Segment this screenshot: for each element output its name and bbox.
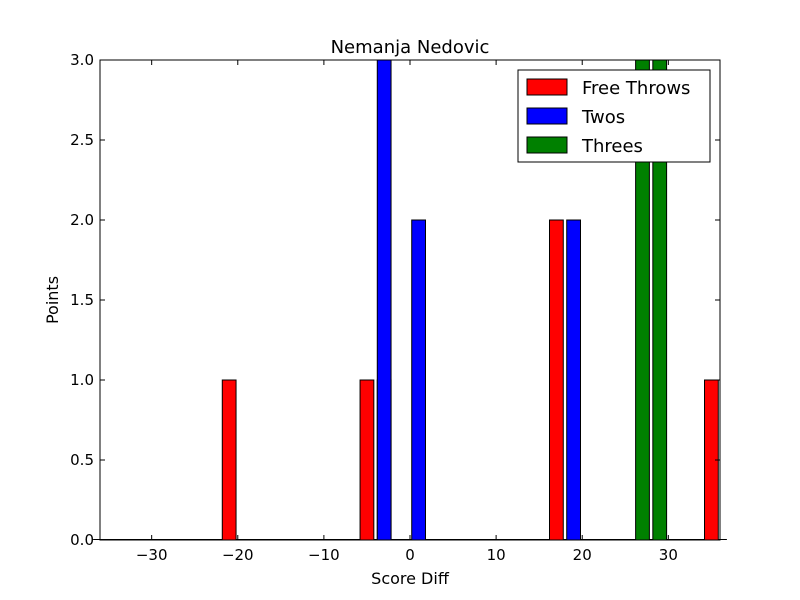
chart-title: Nemanja Nedovic [331,37,490,58]
y-tick-label: 2.0 [70,211,94,229]
x-tick-label: 30 [659,546,678,564]
y-tick-label: 0.0 [70,531,94,549]
x-axis-ticks: −30 −20 −10 0 10 20 30 [136,60,678,564]
y-tick-label: 0.5 [70,451,94,469]
legend-entry-label: Twos [581,107,625,128]
legend-swatch [526,78,568,96]
x-tick-label: −20 [222,546,254,564]
y-tick-label: 2.5 [70,131,94,149]
x-tick-label: 0 [405,546,415,564]
legend-entry-label: Free Throws [582,78,690,99]
legend-entry-label: Threes [581,136,643,157]
bars-layer [221,59,719,541]
bar-free-throws [549,219,564,541]
legend-swatch [526,107,568,125]
y-tick-label: 1.0 [70,371,94,389]
bar-twos [411,219,427,541]
bar-twos [376,59,392,541]
y-tick-label: 3.0 [70,51,94,69]
legend-swatch [526,136,568,154]
x-tick-label: −10 [308,546,340,564]
x-tick-label: 10 [487,546,506,564]
y-tick-label: 1.5 [70,291,94,309]
bar-free-throws [221,379,237,541]
x-axis-label: Score Diff [371,569,450,588]
x-tick-label: −30 [136,546,168,564]
bar-twos [566,219,582,541]
legend: Free Throws Twos Threes [517,69,711,163]
bar-free-throws [359,379,375,541]
y-axis-ticks: 0.0 0.5 1.0 1.5 2.0 2.5 3.0 [70,51,720,549]
x-tick-label: 20 [573,546,592,564]
y-axis-label: Points [43,276,62,324]
